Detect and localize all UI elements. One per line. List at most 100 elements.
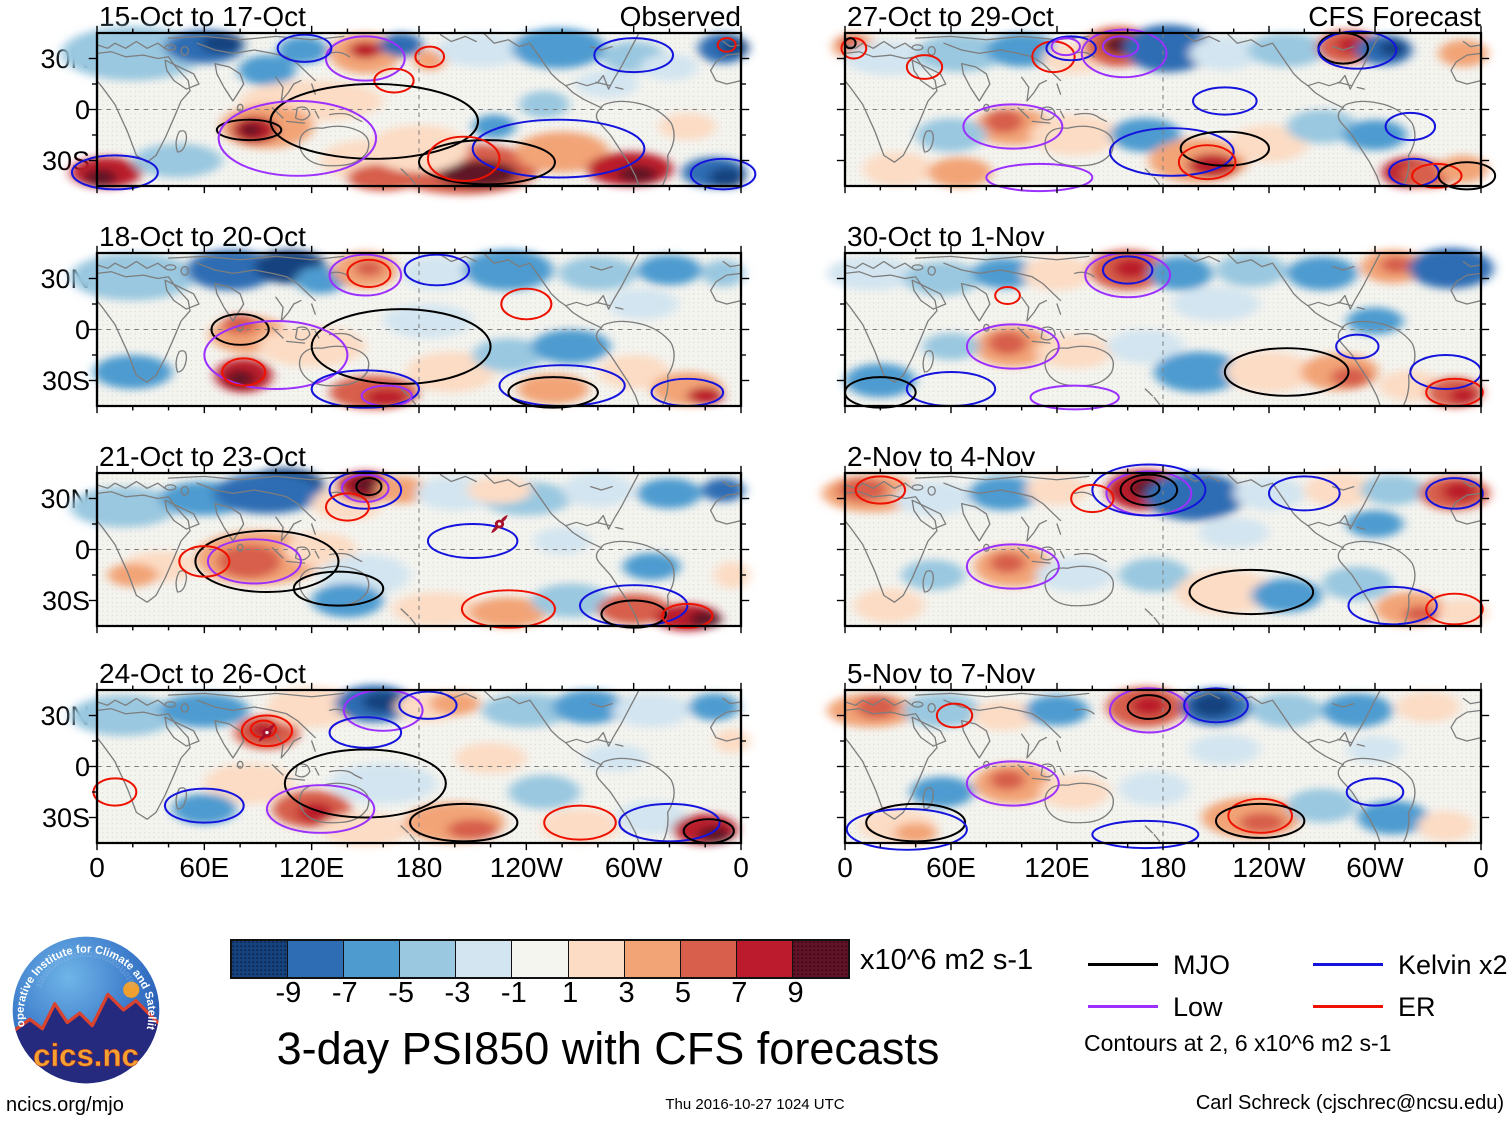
- wave-contour-kelvin-x2: [1384, 111, 1437, 142]
- x-tick-label: 120W: [1232, 852, 1306, 883]
- wave-contour-kelvin-x2: [1335, 333, 1380, 360]
- y-tick-label: 30S: [41, 585, 90, 616]
- wave-contour-mjo: [1179, 130, 1271, 167]
- wave-contour-er: [716, 37, 737, 53]
- wave-contour-mjo: [1214, 802, 1306, 839]
- wave-contour-er: [1177, 144, 1237, 181]
- anomaly-map: [70, 682, 750, 851]
- colorbar-segment: [288, 941, 345, 977]
- wave-contour-er: [500, 287, 553, 321]
- colorbar-segment: [568, 941, 625, 977]
- wave-contour-mjo: [409, 802, 519, 843]
- wave-contour-mjo: [1437, 161, 1497, 191]
- wave-contour-er: [854, 475, 907, 505]
- wave-contour-er: [905, 54, 944, 80]
- wave-contour-mjo: [1126, 694, 1172, 720]
- colorbar-tick-label: -3: [444, 977, 471, 1009]
- anomaly-map: [827, 245, 1494, 414]
- anomaly-map: [70, 465, 750, 634]
- wave-contour-low: [1029, 384, 1120, 411]
- x-tick-label: 120E: [1024, 852, 1090, 883]
- wave-contour-low: [1101, 35, 1140, 58]
- wave-contour-er: [1070, 483, 1115, 514]
- wave-contour-mjo: [292, 570, 385, 607]
- cics-nc-logo: 110101000110100110101000110100 Cooperati…: [8, 932, 160, 1084]
- timestamp: Thu 2016-10-27 1024 UTC: [665, 1096, 845, 1113]
- map-panel: 2-Nov to 4-Nov: [822, 440, 1490, 634]
- coastlines: [844, 472, 1482, 627]
- wave-contour-er: [1411, 162, 1463, 189]
- wave-contour-mjo: [1119, 473, 1179, 507]
- wave-contour-kelvin-x2: [70, 154, 159, 191]
- wave-contour-kelvin-x2: [1317, 30, 1398, 70]
- wave-contour-kelvin-x2: [593, 37, 675, 74]
- y-tick-label: 30S: [41, 802, 90, 833]
- wave-contour-low: [203, 320, 349, 390]
- wave-contour-low: [1080, 28, 1168, 79]
- map-panel: 15-Oct to 17-Oct Observed: [61, 0, 757, 195]
- wave-contour-kelvin-x2: [328, 716, 403, 749]
- wave-contour-mjo: [210, 313, 270, 346]
- wave-contour-er: [346, 258, 392, 288]
- map-panel: 21-Oct to 23-Oct: [70, 440, 750, 634]
- legend-line-low: [1088, 1005, 1158, 1009]
- wave-contour-er: [221, 357, 267, 387]
- column-label: Observed: [619, 1, 741, 32]
- wave-contour-er: [543, 804, 617, 841]
- panel-date-label: 30-Oct to 1-Nov: [847, 221, 1045, 252]
- legend-line-kelvin-x2: [1313, 963, 1383, 967]
- colorbar-tick-label: -5: [388, 977, 414, 1009]
- colorbar-units-label: x10^6 m2 s-1: [860, 944, 1034, 976]
- legend-label: Low: [1173, 992, 1223, 1022]
- y-tick-label: 0: [74, 94, 90, 125]
- legend-line-er: [1313, 1005, 1383, 1009]
- legend-line-mjo: [1088, 963, 1158, 967]
- x-tick-label: 180: [1139, 852, 1187, 883]
- wave-contour-kelvin-x2: [403, 253, 471, 287]
- colorbar-tick-label: -9: [275, 977, 302, 1009]
- wave-contour-er: [178, 545, 231, 578]
- colorbar-segment: [792, 941, 849, 977]
- logo-wordmark: cics.nc: [33, 1038, 139, 1073]
- panel-header: 2-Nov to 4-Nov: [845, 440, 1481, 473]
- x-tick-label: 60W: [1346, 852, 1404, 883]
- wave-contour-kelvin-x2: [1045, 35, 1097, 62]
- legend-label: ER: [1398, 992, 1436, 1022]
- map-panel: 18-Oct to 20-Oct: [70, 220, 750, 414]
- anomaly-map: [822, 463, 1490, 634]
- wave-contour-mjo: [215, 118, 283, 142]
- x-tick-label: 0: [89, 852, 105, 883]
- wave-contour-kelvin-x2: [1345, 777, 1405, 807]
- panel-date-label: 2-Nov to 4-Nov: [847, 441, 1036, 472]
- wave-contour-mjo: [865, 802, 967, 843]
- colorbar-tick-label: 7: [731, 977, 748, 1009]
- coastlines: [844, 32, 1482, 187]
- site-url: ncics.org/mjo: [6, 1094, 124, 1116]
- wave-contour-mjo: [417, 139, 556, 186]
- x-tick-label: 0: [733, 852, 749, 883]
- colorbar-tick-label: 5: [674, 977, 691, 1009]
- wave-contour-er: [840, 37, 868, 60]
- x-tick-label: 180: [395, 852, 443, 883]
- colorbar-segment: [232, 941, 289, 977]
- wave-contour-kelvin-x2: [163, 787, 245, 824]
- map-panel: 30-Oct to 1-Nov: [827, 220, 1494, 414]
- wave-contour-kelvin-x2: [471, 118, 646, 179]
- wave-contour-kelvin-x2: [618, 802, 721, 843]
- wave-contour-kelvin-x2: [1267, 475, 1341, 512]
- wave-contour-low: [206, 538, 302, 585]
- wave-contour-kelvin-x2: [310, 369, 421, 409]
- wave-contour-er: [414, 45, 446, 68]
- wave-contour-mjo: [1188, 568, 1315, 616]
- wave-contour-kelvin-x2: [1347, 585, 1438, 626]
- wave-contour-low: [341, 473, 390, 503]
- y-tick-label: 0: [74, 314, 90, 345]
- colorbar-segment: [400, 941, 457, 977]
- x-tick-label: 60E: [179, 852, 230, 883]
- panel-date-label: 5-Nov to 7-Nov: [847, 658, 1036, 689]
- logo-sun-icon: [123, 981, 140, 998]
- x-tick-label: 0: [1473, 852, 1489, 883]
- wave-contour-low: [965, 323, 1060, 370]
- wave-contour-er: [935, 702, 974, 729]
- wave-contour-kelvin-x2: [1108, 127, 1235, 177]
